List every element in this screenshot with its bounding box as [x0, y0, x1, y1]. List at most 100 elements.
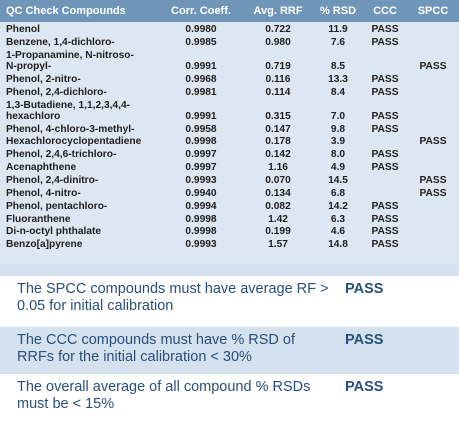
table-row: Phenol 0.9980 0.722 11.9 PASS	[0, 24, 459, 35]
header-spcc: SPCC	[417, 5, 449, 17]
ccc-result: PASS	[371, 86, 399, 98]
compound-name: Phenol, 2,4-dinitro-	[6, 175, 99, 186]
table-row: 1,3-Butadiene, 1,1,2,3,4,4- hexachloro 0.9…	[0, 100, 459, 123]
table-row: Phenol, 2,4-dichloro- 0.9981 0.114 8.4 PASS	[0, 87, 459, 98]
table-row: Phenol, 4-chloro-3-methyl- 0.9958 0.147 9.8…	[0, 124, 459, 135]
criterion-result: PASS	[345, 332, 384, 348]
corr-coeff: 0.9997	[185, 162, 217, 174]
corr-coeff: 0.9993	[185, 175, 217, 186]
corr-coeff: 0.9981	[185, 86, 217, 98]
corr-coeff: 0.9998	[185, 213, 217, 225]
rsd-value: 8.4	[330, 86, 346, 98]
header-ccc: CCC	[373, 5, 397, 17]
rsd-value: 7.0	[330, 110, 346, 122]
table-row: Phenol, pentachloro- 0.9994 0.082 14.2 PASS	[0, 201, 459, 212]
rsd-value: 8.0	[330, 149, 346, 161]
compound-name: Benzo[a]pyrene	[6, 239, 83, 251]
table-row: Hexachlorocyclopentadiene 0.9998 0.178 3.9 P…	[0, 136, 459, 147]
ccc-result: PASS	[371, 226, 399, 238]
compound-name: Phenol, pentachloro-	[6, 200, 108, 212]
compound-name: Phenol, 4-nitro-	[6, 187, 81, 199]
ccc-result: PASS	[371, 123, 399, 135]
rsd-value: 13.3	[328, 73, 348, 85]
header-compound: QC Check Compounds	[6, 5, 126, 17]
avg-rrf: 0.980	[265, 36, 291, 48]
corr-coeff: 0.9998	[185, 136, 217, 148]
table-row: Phenol, 4-nitro- 0.9940 0.134 6.8 PASS	[0, 188, 459, 199]
rsd-value: 14.5	[328, 175, 348, 186]
ccc-result: PASS	[371, 110, 399, 122]
criterion-result: PASS	[345, 379, 384, 395]
compound-name: Acenaphthene	[6, 162, 77, 174]
rsd-value: 6.3	[330, 213, 346, 225]
corr-coeff: 0.9991	[185, 110, 217, 122]
avg-rrf: 0.719	[265, 60, 291, 72]
criterion-text: The SPCC compounds must have average RF …	[17, 281, 329, 314]
avg-rrf: 0.178	[265, 136, 291, 148]
avg-rrf: 0.722	[265, 24, 291, 35]
compound-name: Hexachlorocyclopentadiene	[6, 136, 142, 148]
spcc-result: PASS	[419, 175, 447, 186]
rsd-value: 4.6	[330, 226, 346, 238]
spcc-result: PASS	[419, 136, 447, 148]
criterion-spcc: The SPCC compounds must have average RF …	[0, 276, 459, 330]
corr-coeff: 0.9994	[185, 200, 217, 212]
header-avg-rrf: Avg. RRF	[253, 5, 303, 17]
compound-name: Phenol, 2,4-dichloro-	[6, 86, 107, 98]
compound-name: Di-n-octyl phthalate	[6, 226, 102, 238]
corr-coeff: 0.9998	[185, 226, 217, 238]
ccc-result: PASS	[371, 149, 399, 161]
compound-name: Phenol, 2,4,6-trichloro-	[6, 149, 117, 161]
ccc-result: PASS	[371, 73, 399, 85]
compound-name: Phenol, 2-nitro-	[6, 73, 81, 85]
spcc-result: PASS	[419, 60, 447, 72]
table-row: Benzene, 1,4-dichloro- 0.9985 0.980 7.6 PASS	[0, 37, 459, 48]
rsd-value: 8.5	[330, 60, 346, 72]
avg-rrf: 0.147	[265, 123, 291, 135]
rsd-value: 4.9	[330, 162, 346, 174]
criterion-overall-rsd: The overall average of all compound % RS…	[0, 374, 459, 431]
rsd-value: 9.8	[330, 123, 346, 135]
compound-name: N-propyl-	[6, 60, 52, 72]
corr-coeff: 0.9997	[185, 149, 217, 161]
ccc-result: PASS	[371, 36, 399, 48]
compound-name: Fluoranthene	[6, 213, 71, 225]
compound-name: Benzene, 1,4-dichloro-	[6, 36, 115, 48]
ccc-result: PASS	[371, 24, 399, 35]
criterion-ccc: The CCC compounds must have % RSD of RRF…	[0, 327, 459, 374]
avg-rrf: 0.142	[265, 149, 291, 161]
corr-coeff: 0.9940	[185, 187, 217, 199]
table-row: Di-n-octyl phthalate 0.9998 0.199 4.6 PASS	[0, 226, 459, 237]
rsd-value: 14.2	[328, 200, 348, 212]
rsd-value: 3.9	[330, 136, 346, 148]
rsd-value: 14.8	[328, 239, 348, 251]
avg-rrf: 1.42	[268, 213, 288, 225]
header-rsd: % RSD	[319, 5, 357, 17]
table-row: Phenol, 2,4-dinitro- 0.9993 0.070 14.5 PASS	[0, 175, 459, 186]
compound-name: 1-Propanamine, N-nitroso-	[6, 49, 134, 61]
table-row: Benzo[a]pyrene 0.9993 1.57 14.8 PASS	[0, 239, 459, 250]
table-header: QC Check Compounds Corr. Coeff. Avg. RRF…	[0, 0, 459, 22]
ccc-result: PASS	[371, 200, 399, 212]
compound-name: Phenol, 4-chloro-3-methyl-	[6, 123, 135, 135]
table-row: Acenaphthene 0.9997 1.16 4.9 PASS	[0, 162, 459, 173]
table-row: Phenol, 2,4,6-trichloro- 0.9997 0.142 8.0 PA…	[0, 149, 459, 160]
ccc-result: PASS	[371, 213, 399, 225]
avg-rrf: 0.199	[265, 226, 291, 238]
criterion-text: The overall average of all compound % RS…	[17, 379, 311, 412]
table-row: 1-Propanamine, N-nitroso- N-propyl- 0.9991…	[0, 50, 459, 73]
avg-rrf: 1.16	[268, 162, 288, 174]
avg-rrf: 0.070	[265, 175, 291, 186]
compound-name: hexachloro	[6, 110, 61, 122]
corr-coeff: 0.9985	[185, 36, 217, 48]
qc-check-table: QC Check Compounds Corr. Coeff. Avg. RRF…	[0, 0, 459, 251]
ccc-result: PASS	[371, 162, 399, 174]
criterion-result: PASS	[345, 281, 384, 297]
avg-rrf: 1.57	[268, 239, 288, 251]
header-corr-coeff: Corr. Coeff.	[171, 5, 231, 17]
avg-rrf: 0.114	[265, 86, 291, 98]
table-row: Phenol, 2-nitro- 0.9968 0.116 13.3 PASS	[0, 74, 459, 85]
spcc-result: PASS	[419, 187, 447, 199]
avg-rrf: 0.315	[265, 110, 291, 122]
